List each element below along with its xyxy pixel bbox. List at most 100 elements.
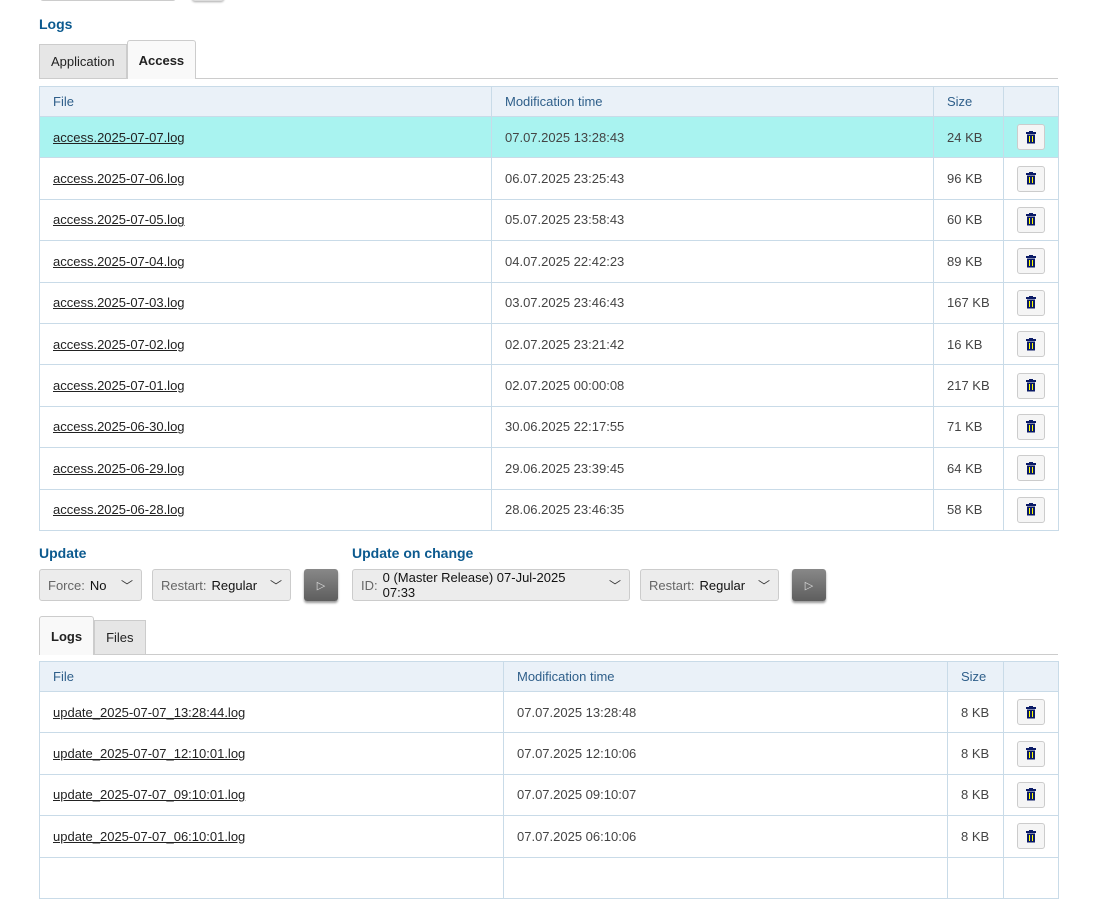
table-row[interactable]: access.2025-07-02.log 02.07.2025 23:21:4…: [39, 322, 1059, 366]
top-input[interactable]: [40, 0, 176, 1]
chevron-down-icon: ﹀: [120, 578, 133, 593]
file-link[interactable]: access.2025-06-30.log: [53, 419, 185, 435]
file-size: 89 KB: [933, 240, 1004, 283]
file-size: 64 KB: [933, 447, 1004, 490]
trash-icon: [1026, 503, 1036, 516]
play-icon: ▷: [804, 579, 814, 592]
table-row[interactable]: update_2025-07-07_13:28:44.log 07.07.202…: [39, 690, 1059, 734]
chevron-down-icon: ﹀: [608, 578, 621, 593]
mod-time: 02.07.2025 00:00:08: [491, 364, 934, 407]
run-update-button[interactable]: ▷: [304, 569, 338, 601]
table-row[interactable]: access.2025-06-29.log 29.06.2025 23:39:4…: [39, 447, 1059, 490]
force-value: No: [89, 577, 107, 593]
delete-button[interactable]: [1017, 699, 1045, 726]
update-on-change-heading: Update on change: [352, 545, 474, 561]
file-link[interactable]: access.2025-07-02.log: [53, 336, 185, 352]
delete-button[interactable]: [1017, 248, 1045, 275]
table-row[interactable]: access.2025-06-28.log 28.06.2025 23:46:3…: [39, 488, 1059, 531]
file-size: 8 KB: [947, 732, 1004, 775]
delete-button[interactable]: [1017, 823, 1045, 850]
file-size: 71 KB: [933, 405, 1004, 449]
col-mod-time[interactable]: Modification time: [503, 661, 948, 692]
file-link[interactable]: access.2025-07-01.log: [53, 378, 185, 394]
trash-icon: [1026, 379, 1036, 392]
trash-icon: [1026, 172, 1036, 185]
table-row[interactable]: access.2025-07-04.log 04.07.2025 22:42:2…: [39, 240, 1059, 283]
delete-button[interactable]: [1017, 781, 1045, 808]
mod-time: 28.06.2025 23:46:35: [491, 488, 934, 531]
restart-select[interactable]: Restart: Regular ﹀: [152, 569, 291, 601]
id-select[interactable]: ID: 0 (Master Release) 07-Jul-2025 07:33 ﹀: [352, 569, 630, 601]
chevron-down-icon: ﹀: [269, 578, 282, 593]
trash-icon: [1026, 788, 1036, 801]
file-size: 58 KB: [933, 488, 1004, 531]
mod-time: 05.07.2025 23:58:43: [491, 198, 934, 242]
trash-icon: [1026, 213, 1036, 226]
col-actions: [1003, 661, 1059, 692]
file-link[interactable]: update_2025-07-07_09:10:01.log: [53, 787, 246, 803]
table-row[interactable]: access.2025-06-30.log 30.06.2025 22:17:5…: [39, 405, 1059, 449]
restart-on-change-select[interactable]: Restart: Regular ﹀: [640, 569, 779, 601]
trash-icon: [1026, 254, 1036, 268]
restart-label: Restart:: [161, 577, 207, 593]
restart-value: Regular: [211, 577, 258, 593]
file-link[interactable]: access.2025-06-28.log: [53, 502, 185, 518]
table-row[interactable]: update_2025-07-07_12:10:01.log 07.07.202…: [39, 732, 1059, 775]
table-row[interactable]: access.2025-07-03.log 03.07.2025 23:46:4…: [39, 281, 1059, 324]
file-link[interactable]: access.2025-07-05.log: [53, 212, 185, 228]
mod-time: 07.07.2025 13:28:48: [503, 690, 948, 734]
tab-application[interactable]: Application: [39, 44, 127, 78]
force-label: Force:: [48, 577, 85, 593]
col-size[interactable]: Size: [947, 661, 1004, 692]
delete-button[interactable]: [1017, 740, 1045, 767]
file-link[interactable]: access.2025-07-04.log: [53, 253, 185, 269]
trash-icon: [1026, 296, 1036, 309]
restart-label: Restart:: [649, 577, 695, 593]
top-button[interactable]: [192, 0, 224, 1]
run-update-on-change-button[interactable]: ▷: [792, 569, 826, 601]
delete-button[interactable]: [1017, 455, 1045, 482]
force-select[interactable]: Force: No ﹀: [39, 569, 142, 601]
table-row[interactable]: update_2025-07-07_09:10:01.log 07.07.202…: [39, 773, 1059, 817]
trash-icon: [1026, 461, 1036, 475]
delete-button[interactable]: [1017, 496, 1045, 523]
delete-button[interactable]: [1017, 331, 1045, 358]
file-size: 8 KB: [947, 690, 1004, 734]
file-link[interactable]: update_2025-07-07_13:28:44.log: [53, 704, 246, 720]
mod-time: 29.06.2025 23:39:45: [491, 447, 934, 490]
delete-button[interactable]: [1017, 206, 1045, 233]
table-row[interactable]: access.2025-07-05.log 05.07.2025 23:58:4…: [39, 198, 1059, 242]
col-mod-time[interactable]: Modification time: [491, 86, 934, 117]
file-link[interactable]: access.2025-07-07.log: [53, 129, 185, 145]
mod-time: 07.07.2025 12:10:06: [503, 732, 948, 775]
delete-button[interactable]: [1017, 372, 1045, 399]
col-file[interactable]: File: [39, 86, 492, 117]
tab-access[interactable]: Access: [126, 40, 197, 79]
tab-files[interactable]: Files: [94, 620, 146, 654]
delete-button[interactable]: [1017, 165, 1045, 192]
tab-logs[interactable]: Logs: [39, 616, 95, 655]
play-icon: ▷: [316, 579, 326, 592]
trash-icon: [1026, 747, 1036, 760]
file-link[interactable]: access.2025-07-03.log: [53, 295, 185, 311]
mod-time: [503, 856, 948, 899]
file-link[interactable]: access.2025-07-06.log: [53, 171, 185, 187]
file-link[interactable]: access.2025-06-29.log: [53, 460, 185, 476]
table-row[interactable]: update_2025-07-07_06:10:01.log 07.07.202…: [39, 815, 1059, 858]
file-size: 167 KB: [933, 281, 1004, 324]
trash-icon: [1026, 130, 1036, 144]
table-row[interactable]: [39, 856, 1059, 899]
table-row[interactable]: access.2025-07-01.log 02.07.2025 00:00:0…: [39, 364, 1059, 407]
file-link[interactable]: update_2025-07-07_12:10:01.log: [53, 746, 246, 762]
delete-button[interactable]: [1017, 289, 1045, 316]
file-link[interactable]: update_2025-07-07_06:10:01.log: [53, 828, 246, 844]
mod-time: 02.07.2025 23:21:42: [491, 322, 934, 366]
col-size[interactable]: Size: [933, 86, 1004, 117]
trash-icon: [1026, 337, 1036, 351]
table-row[interactable]: access.2025-07-06.log 06.07.2025 23:25:4…: [39, 157, 1059, 200]
delete-button[interactable]: [1017, 413, 1045, 440]
delete-button[interactable]: [1017, 124, 1045, 151]
col-file[interactable]: File: [39, 661, 504, 692]
table-row[interactable]: access.2025-07-07.log 07.07.2025 13:28:4…: [39, 115, 1059, 159]
update-logs-table: File Modification time Size update_2025-…: [39, 661, 1059, 899]
